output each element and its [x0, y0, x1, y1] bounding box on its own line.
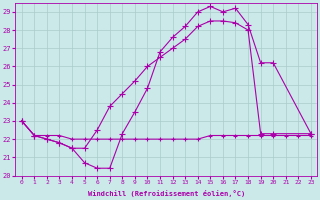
- X-axis label: Windchill (Refroidissement éolien,°C): Windchill (Refroidissement éolien,°C): [88, 190, 245, 197]
